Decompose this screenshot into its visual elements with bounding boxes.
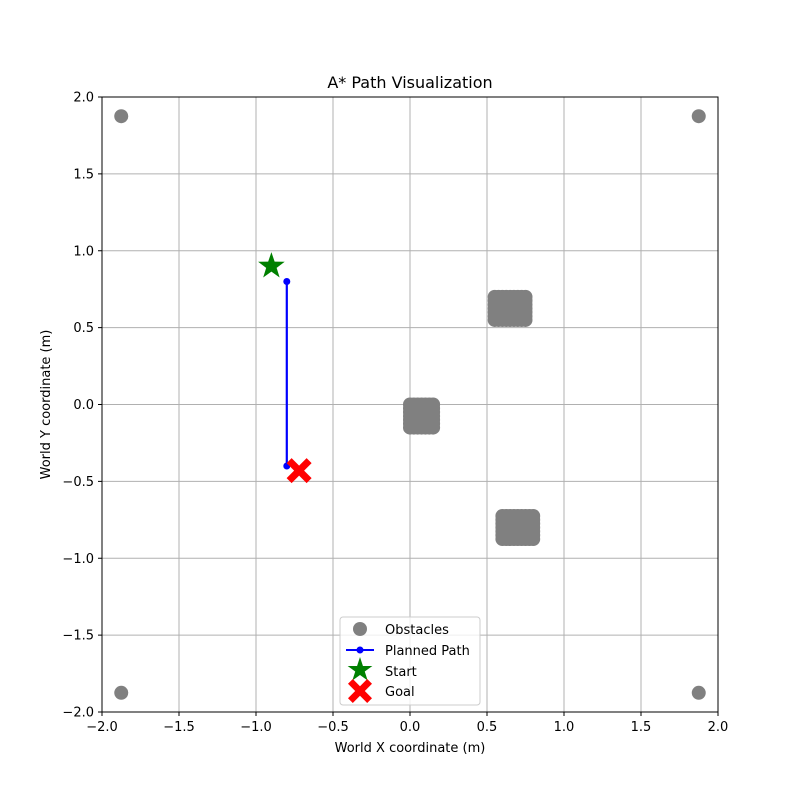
obstacle-point — [426, 397, 441, 412]
x-tick-label: −0.5 — [317, 720, 349, 735]
y-tick-label: 2.0 — [73, 91, 94, 106]
legend-obstacles-marker — [353, 622, 367, 636]
chart-title: A* Path Visualization — [327, 73, 492, 92]
x-tick-label: 1.0 — [554, 720, 575, 735]
start-marker — [258, 252, 285, 278]
obstacle-point — [526, 508, 541, 523]
x-tick-label: 0.0 — [400, 720, 421, 735]
y-tick-label: 1.0 — [73, 244, 94, 259]
goal-marker — [286, 458, 312, 484]
planned-path-point — [283, 278, 291, 285]
x-tick-label: 1.5 — [631, 720, 652, 735]
x-tick-label: −1.5 — [163, 720, 195, 735]
legend-path-marker — [356, 646, 364, 654]
y-tick-label: 0.5 — [73, 321, 94, 336]
y-axis-label: World Y coordinate (m) — [39, 330, 54, 480]
obstacle-point — [114, 685, 129, 700]
legend-start-marker — [347, 657, 373, 681]
y-tick-label: −1.5 — [62, 629, 94, 644]
y-tick-label: −0.5 — [62, 475, 94, 490]
obstacle-point — [691, 109, 706, 124]
legend-obstacles-label: Obstacles — [385, 623, 449, 638]
legend-goal-label: Goal — [385, 685, 415, 700]
legend-path-label: Planned Path — [385, 644, 470, 659]
legend-start-label: Start — [385, 665, 417, 680]
data-layer — [114, 109, 706, 700]
legend: Obstacles Planned Path Start Goal — [339, 616, 481, 706]
x-tick-label: 2.0 — [708, 720, 729, 735]
y-tick-label: 0.0 — [73, 398, 94, 413]
y-tick-label: −1.0 — [62, 552, 94, 567]
x-tick-label: −2.0 — [86, 720, 118, 735]
legend-goal-marker — [348, 679, 372, 703]
x-tick-label: 0.5 — [477, 720, 498, 735]
ticks: −2.0 −1.5 −1.0 −0.5 0.0 0.5 1.0 1.5 2.0 −2.0 −1.5 −… — [62, 91, 728, 736]
x-tick-label: −1.0 — [240, 720, 272, 735]
obstacle-point — [518, 289, 533, 304]
obstacle-point — [691, 685, 706, 700]
x-axis-label: World X coordinate (m) — [335, 741, 486, 756]
y-tick-label: −2.0 — [62, 706, 94, 721]
y-tick-label: 1.5 — [73, 167, 94, 182]
obstacle-point — [114, 109, 129, 124]
legend-box — [339, 616, 481, 706]
